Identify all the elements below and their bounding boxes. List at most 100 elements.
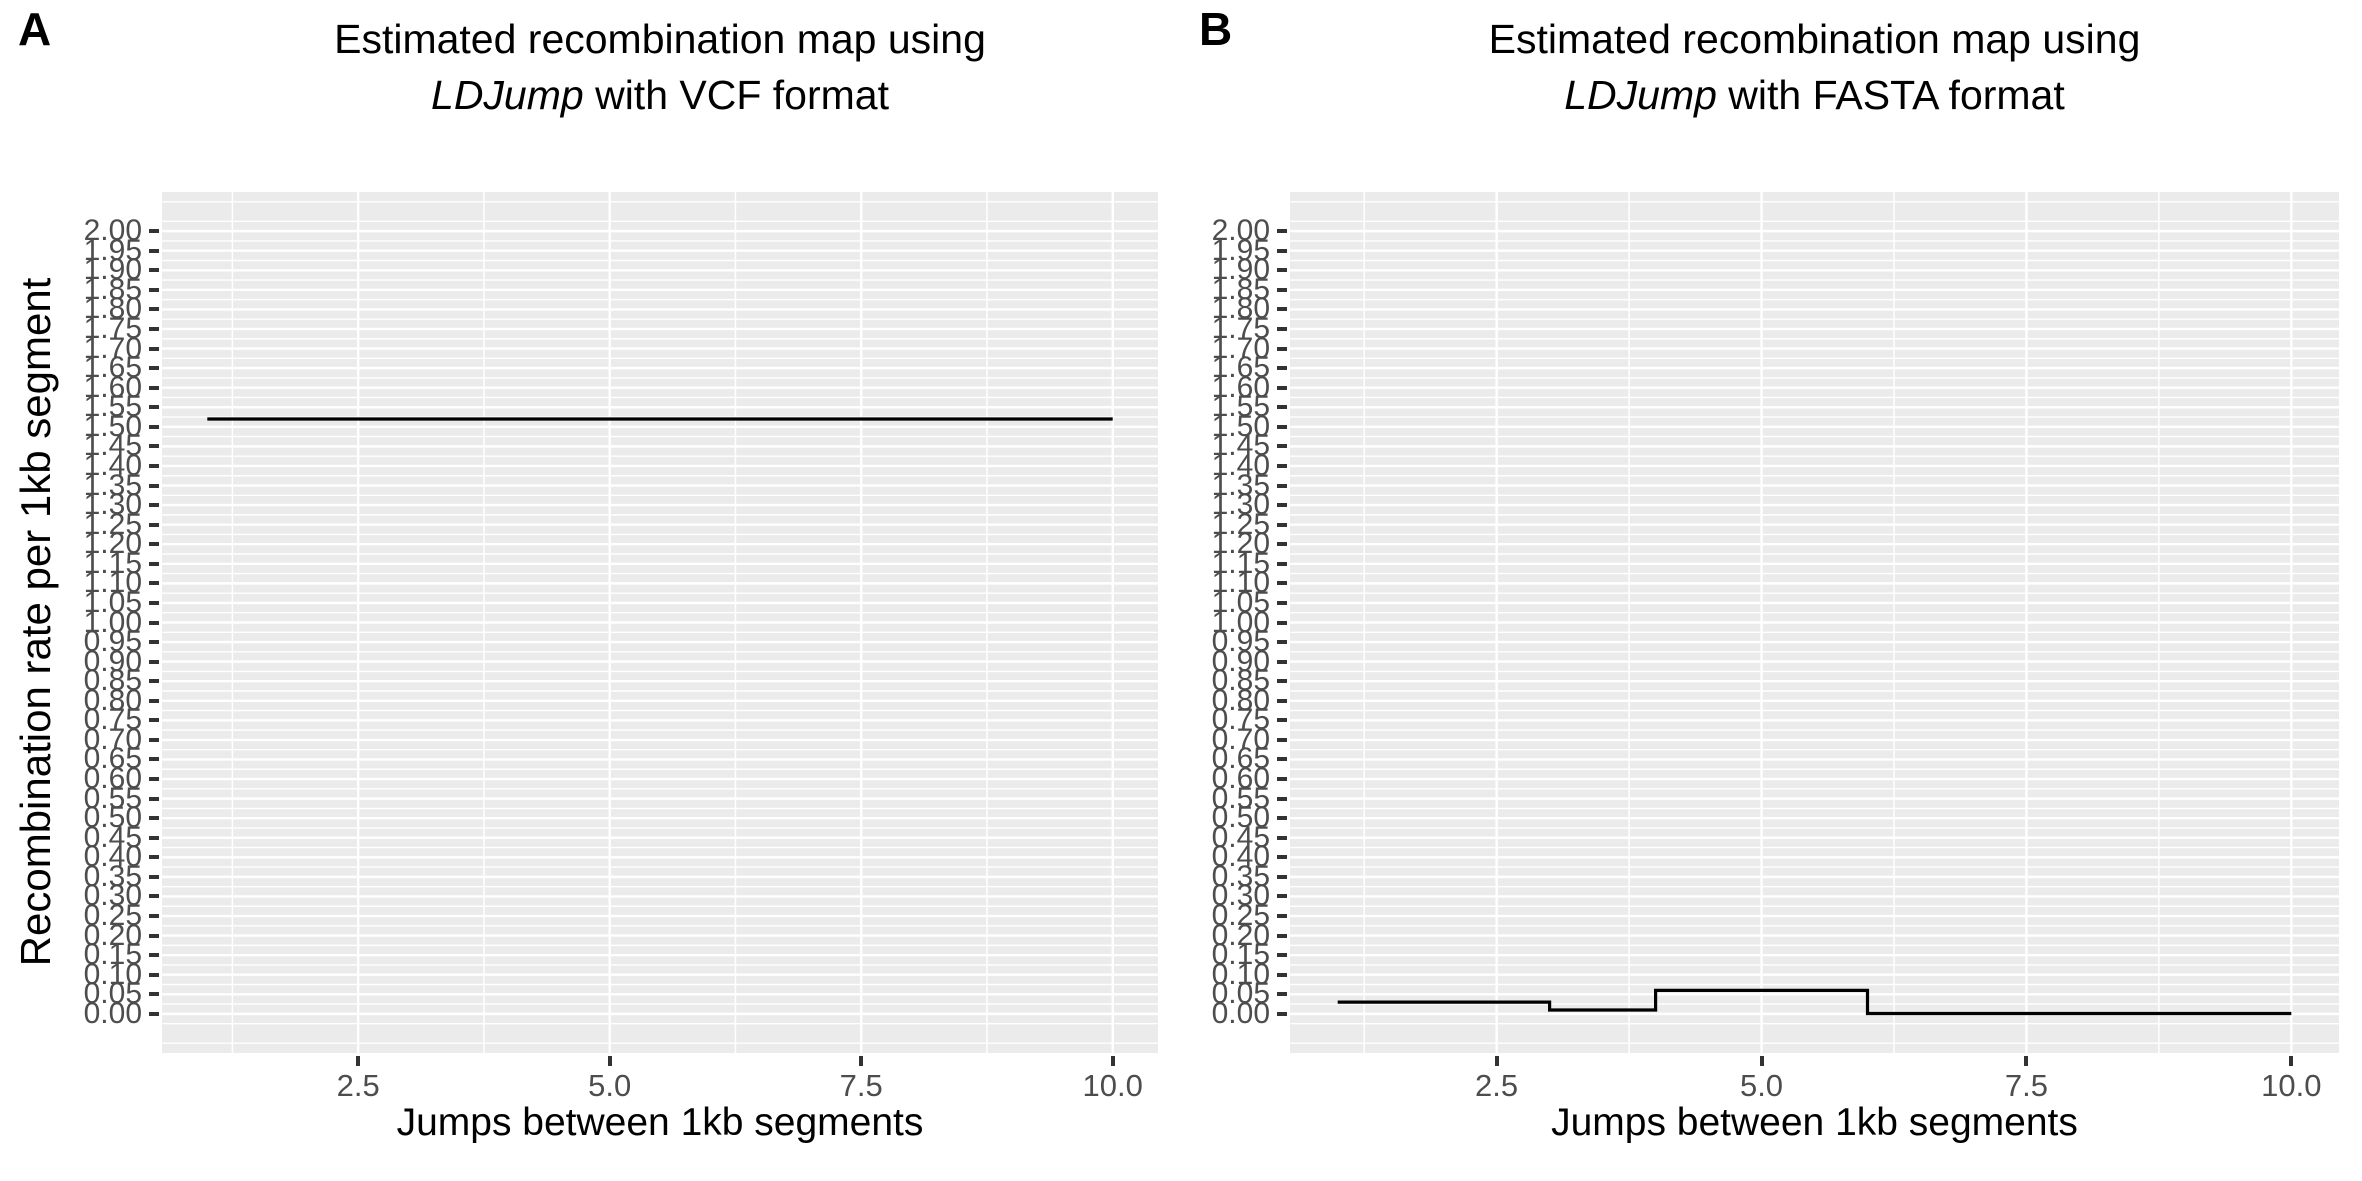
y-tick-mark: [1277, 737, 1287, 742]
y-tick-label: 0.60: [1211, 762, 1270, 796]
y-tick-label: 0.10: [1211, 957, 1270, 991]
y-tick-mark: [149, 835, 159, 840]
y-tick-label: 1.10: [83, 566, 142, 600]
y-tick-mark: [149, 229, 159, 234]
panel-b-label: B: [1199, 3, 1233, 55]
y-tick-label: 1.80: [83, 292, 142, 326]
y-tick-label: 1.40: [1211, 448, 1270, 482]
y-tick-mark: [1277, 463, 1287, 468]
y-tick-label: 1.30: [83, 488, 142, 522]
y-tick-mark: [1277, 874, 1287, 879]
y-tick-mark: [149, 640, 159, 645]
y-tick-mark: [149, 542, 159, 547]
y-tick-label: 1.15: [1211, 546, 1270, 580]
y-tick-label: 0.25: [83, 899, 142, 933]
x-tick-label: 7.5: [839, 1068, 883, 1103]
y-tick-label: 1.80: [1211, 292, 1270, 326]
y-tick-label: 1.85: [1211, 272, 1270, 306]
y-tick-label: 1.75: [83, 311, 142, 345]
y-tick-label: 1.15: [83, 546, 142, 580]
y-tick-label: 0.55: [83, 781, 142, 815]
y-tick-label: 1.60: [1211, 370, 1270, 404]
y-tick-mark: [149, 737, 159, 742]
y-tick-mark: [149, 679, 159, 684]
y-tick-mark: [149, 268, 159, 273]
y-tick-mark: [1277, 581, 1287, 586]
y-tick-label: 1.75: [1211, 311, 1270, 345]
y-tick-mark: [149, 405, 159, 410]
y-tick-mark: [1277, 287, 1287, 292]
panel-b-title-rest: with FASTA format: [1716, 72, 2065, 118]
y-tick-label: 0.40: [1211, 840, 1270, 874]
y-tick-label: 0.05: [83, 977, 142, 1011]
y-tick-mark: [1277, 659, 1287, 664]
y-tick-mark: [149, 307, 159, 312]
y-tick-label: 0.90: [83, 644, 142, 678]
y-tick-mark: [1277, 855, 1287, 860]
y-tick-mark: [149, 600, 159, 605]
y-tick-label: 0.00: [1211, 996, 1270, 1030]
y-tick-mark: [149, 972, 159, 977]
y-tick-mark: [149, 561, 159, 566]
y-tick-mark: [1277, 444, 1287, 449]
x-tick-mark: [607, 1056, 612, 1066]
y-tick-mark: [1277, 307, 1287, 312]
plot-area: [162, 192, 1158, 1053]
y-tick-label: 0.60: [83, 762, 142, 796]
y-tick-label: 0.70: [83, 722, 142, 756]
panel-b: B Estimated recombination map using LDJu…: [1181, 0, 2362, 1181]
y-tick-label: 1.05: [1211, 585, 1270, 619]
y-tick-mark: [149, 757, 159, 762]
y-tick-mark: [149, 953, 159, 958]
y-tick-label: 1.10: [1211, 566, 1270, 600]
y-tick-label: 0.30: [83, 879, 142, 913]
y-tick-label: 1.65: [1211, 351, 1270, 385]
y-tick-label: 0.20: [1211, 918, 1270, 952]
x-tick-label: 2.5: [1475, 1068, 1519, 1103]
y-tick-mark: [149, 1011, 159, 1016]
y-tick-label: 1.90: [1211, 253, 1270, 287]
y-tick-label: 1.25: [83, 507, 142, 541]
y-tick-label: 1.35: [83, 468, 142, 502]
y-tick-mark: [1277, 561, 1287, 566]
y-tick-mark: [1277, 229, 1287, 234]
panel-a-title-italic: LDJump: [431, 72, 584, 118]
y-tick-label: 0.75: [83, 703, 142, 737]
y-tick-mark: [149, 796, 159, 801]
y-tick-mark: [149, 522, 159, 527]
y-tick-mark: [149, 581, 159, 586]
y-tick-mark: [149, 503, 159, 508]
y-tick-label: 0.80: [83, 683, 142, 717]
y-tick-label: 0.50: [83, 801, 142, 835]
x-tick-mark: [2024, 1056, 2029, 1066]
y-tick-label: 0.15: [1211, 938, 1270, 972]
y-tick-label: 1.85: [83, 272, 142, 306]
x-tick-mark: [1494, 1056, 1499, 1066]
y-tick-mark: [149, 777, 159, 782]
y-tick-label: 0.30: [1211, 879, 1270, 913]
y-tick-label: 0.00: [83, 996, 142, 1030]
y-tick-label: 0.65: [83, 742, 142, 776]
y-tick-label: 1.35: [1211, 468, 1270, 502]
y-tick-mark: [149, 366, 159, 371]
y-tick-label: 1.55: [1211, 390, 1270, 424]
y-tick-mark: [1277, 640, 1287, 645]
x-tick-label: 10.0: [1082, 1068, 1143, 1103]
y-tick-label: 1.50: [1211, 409, 1270, 443]
y-tick-mark: [149, 992, 159, 997]
y-tick-label: 0.50: [1211, 801, 1270, 835]
x-tick-label: 2.5: [336, 1068, 380, 1103]
panel-a: A Estimated recombination map using LDJu…: [12, 6, 1158, 1144]
y-tick-label: 0.55: [1211, 781, 1270, 815]
y-tick-label: 0.70: [1211, 722, 1270, 756]
y-tick-mark: [1277, 366, 1287, 371]
y-tick-mark: [1277, 483, 1287, 488]
x-tick-mark: [2289, 1056, 2294, 1066]
panel-b-title-line2: LDJump with FASTA format: [1290, 72, 2339, 119]
y-tick-label: 1.20: [1211, 527, 1270, 561]
y-tick-mark: [1277, 894, 1287, 899]
y-tick-label: 1.95: [83, 233, 142, 267]
y-tick-label: 1.90: [83, 253, 142, 287]
y-tick-label: 0.10: [83, 957, 142, 991]
